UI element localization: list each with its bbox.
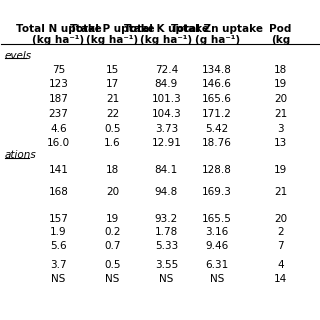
Text: 134.8: 134.8 <box>202 65 232 75</box>
Text: 4.6: 4.6 <box>50 124 67 134</box>
Text: 17: 17 <box>106 79 119 89</box>
Text: 0.7: 0.7 <box>104 241 121 251</box>
Text: 123: 123 <box>49 79 68 89</box>
Text: 18.76: 18.76 <box>202 139 232 148</box>
Text: 20: 20 <box>274 214 287 224</box>
Text: 21: 21 <box>274 109 287 119</box>
Text: 84.1: 84.1 <box>155 165 178 175</box>
Text: 1.6: 1.6 <box>104 139 121 148</box>
Text: 9.46: 9.46 <box>205 241 229 251</box>
Text: 15: 15 <box>106 65 119 75</box>
Text: 3.16: 3.16 <box>205 227 229 237</box>
Text: 141: 141 <box>49 165 68 175</box>
Text: 75: 75 <box>52 65 65 75</box>
Text: 0.2: 0.2 <box>104 227 121 237</box>
Text: 18: 18 <box>274 65 287 75</box>
Text: 14: 14 <box>274 274 287 284</box>
Text: 20: 20 <box>274 94 287 104</box>
Text: 16.0: 16.0 <box>47 139 70 148</box>
Text: 101.3: 101.3 <box>151 94 181 104</box>
Text: 94.8: 94.8 <box>155 187 178 197</box>
Text: 5.33: 5.33 <box>155 241 178 251</box>
Text: evels: evels <box>4 51 32 60</box>
Text: NS: NS <box>210 274 224 284</box>
Text: 21: 21 <box>106 94 119 104</box>
Text: 22: 22 <box>106 109 119 119</box>
Text: 165.5: 165.5 <box>202 214 232 224</box>
Text: Total P uptake
(kg ha⁻¹): Total P uptake (kg ha⁻¹) <box>70 24 155 45</box>
Text: 0.5: 0.5 <box>104 260 121 270</box>
Text: 19: 19 <box>106 214 119 224</box>
Text: Pod
(kg: Pod (kg <box>269 24 292 45</box>
Text: 1.9: 1.9 <box>50 227 67 237</box>
Text: 5.42: 5.42 <box>205 124 229 134</box>
Text: 3: 3 <box>277 124 284 134</box>
Text: Total K uptake
(kg ha⁻¹): Total K uptake (kg ha⁻¹) <box>124 24 209 45</box>
Text: 171.2: 171.2 <box>202 109 232 119</box>
Text: 84.9: 84.9 <box>155 79 178 89</box>
Text: 2: 2 <box>277 227 284 237</box>
Text: 165.6: 165.6 <box>202 94 232 104</box>
Text: 3.73: 3.73 <box>155 124 178 134</box>
Text: 128.8: 128.8 <box>202 165 232 175</box>
Text: 169.3: 169.3 <box>202 187 232 197</box>
Text: 3.7: 3.7 <box>50 260 67 270</box>
Text: Total Zn uptake
(g ha⁻¹): Total Zn uptake (g ha⁻¹) <box>171 24 263 45</box>
Text: 19: 19 <box>274 79 287 89</box>
Text: NS: NS <box>105 274 120 284</box>
Text: 4: 4 <box>277 260 284 270</box>
Text: 1.78: 1.78 <box>155 227 178 237</box>
Text: 7: 7 <box>277 241 284 251</box>
Text: 146.6: 146.6 <box>202 79 232 89</box>
Text: 20: 20 <box>106 187 119 197</box>
Text: 12.91: 12.91 <box>151 139 181 148</box>
Text: NS: NS <box>51 274 66 284</box>
Text: 157: 157 <box>49 214 68 224</box>
Text: 5.6: 5.6 <box>50 241 67 251</box>
Text: 6.31: 6.31 <box>205 260 229 270</box>
Text: 18: 18 <box>106 165 119 175</box>
Text: 13: 13 <box>274 139 287 148</box>
Text: 104.3: 104.3 <box>151 109 181 119</box>
Text: 3.55: 3.55 <box>155 260 178 270</box>
Text: 237: 237 <box>49 109 68 119</box>
Text: 72.4: 72.4 <box>155 65 178 75</box>
Text: NS: NS <box>159 274 173 284</box>
Text: Total N uptake
(kg ha⁻¹): Total N uptake (kg ha⁻¹) <box>16 24 101 45</box>
Text: 93.2: 93.2 <box>155 214 178 224</box>
Text: 21: 21 <box>274 187 287 197</box>
Text: ations: ations <box>4 150 36 161</box>
Text: 19: 19 <box>274 165 287 175</box>
Text: 187: 187 <box>49 94 68 104</box>
Text: 168: 168 <box>49 187 68 197</box>
Text: 0.5: 0.5 <box>104 124 121 134</box>
